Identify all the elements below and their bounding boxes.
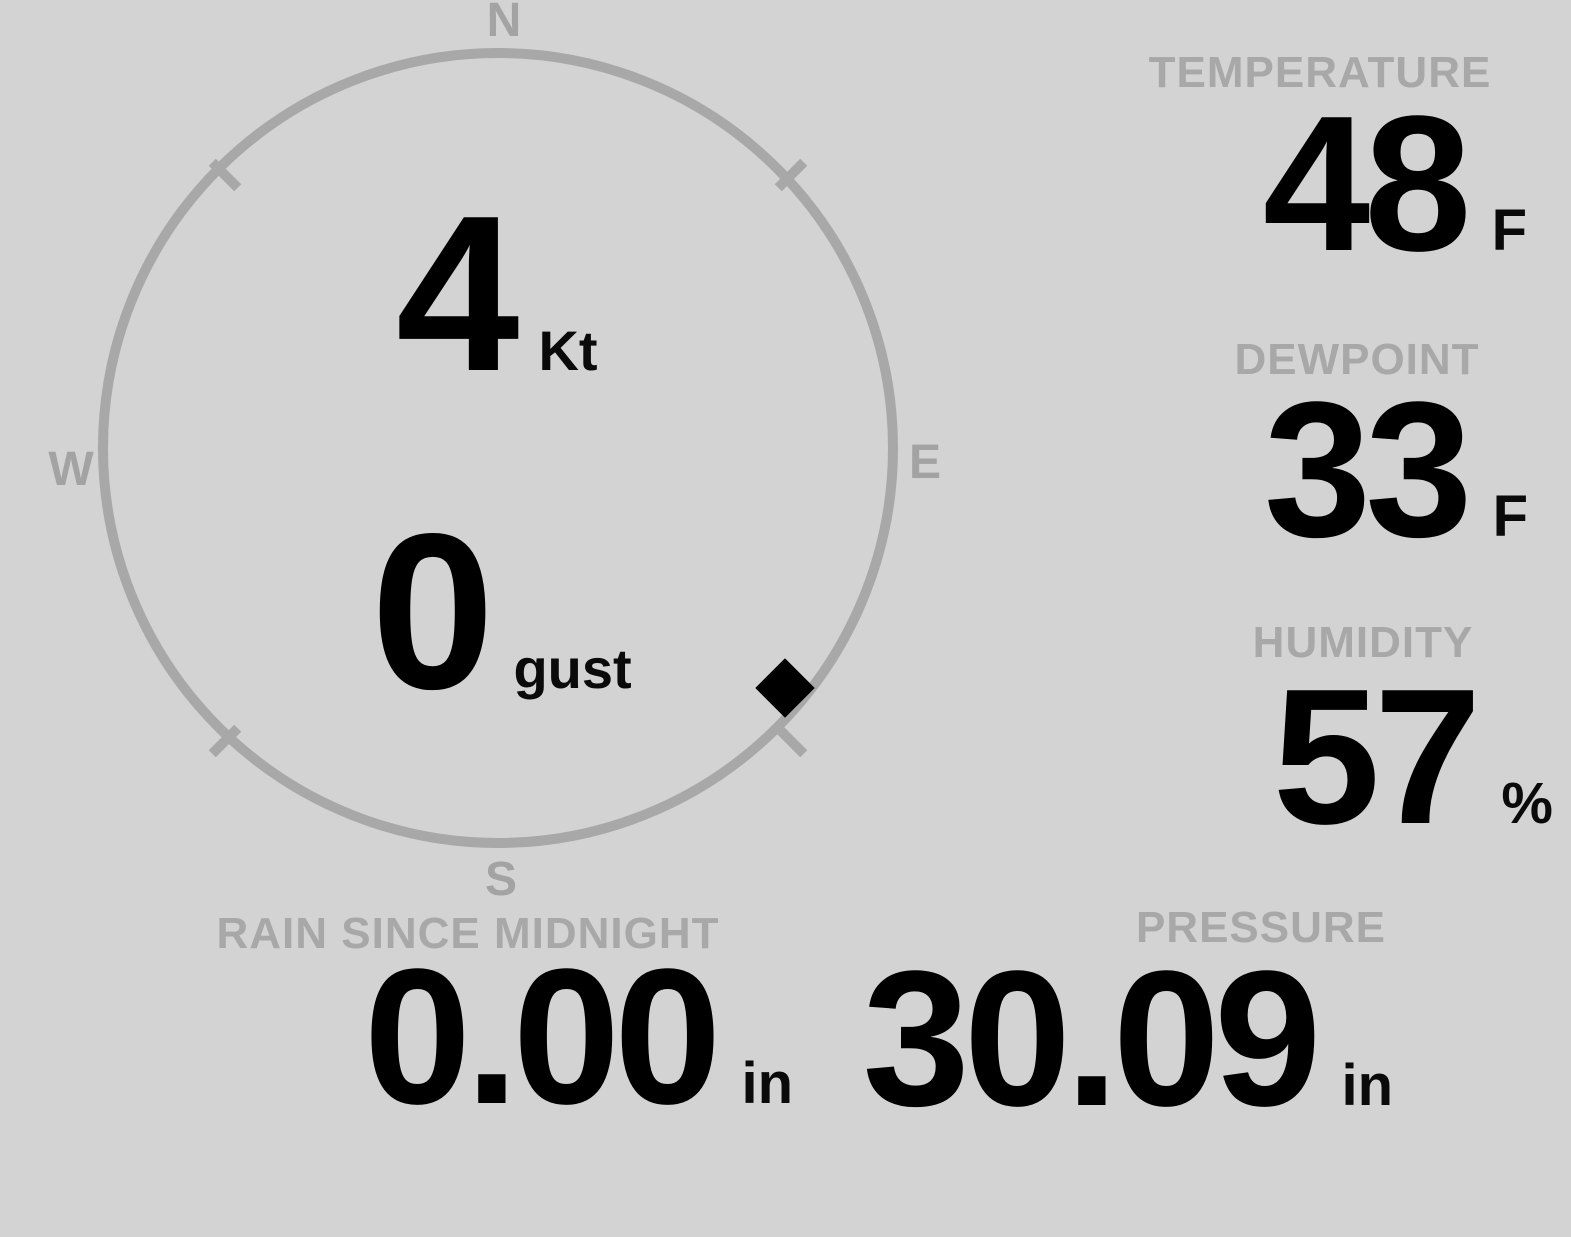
wind-speed-unit: Kt bbox=[538, 319, 598, 382]
rain-value: 0.00 bbox=[363, 928, 722, 1144]
cardinal-label-south: S bbox=[484, 853, 518, 906]
rain-unit: in bbox=[741, 1051, 793, 1116]
wind-compass-ring bbox=[98, 48, 898, 848]
compass-tick-se-icon bbox=[774, 724, 808, 758]
wind-speed-value: 4 bbox=[396, 170, 519, 418]
temperature-label: TEMPERATURE bbox=[1148, 48, 1492, 97]
wind-gust-readout: 0 gust bbox=[371, 501, 632, 723]
compass-tick-ne-icon bbox=[774, 158, 808, 192]
wind-gust-value: 0 bbox=[371, 488, 494, 736]
rain-label: RAIN SINCE MIDNIGHT bbox=[216, 909, 720, 958]
pressure-unit: in bbox=[1341, 1053, 1393, 1118]
temperature-readout: 48 F bbox=[1263, 87, 1527, 280]
wind-gust-unit: gust bbox=[513, 637, 632, 700]
dewpoint-readout: 33 F bbox=[1264, 373, 1528, 566]
pressure-label: PRESSURE bbox=[1135, 903, 1387, 952]
cardinal-label-east: E bbox=[908, 436, 942, 489]
rain-readout: 0.00 in bbox=[364, 940, 793, 1133]
humidity-unit: % bbox=[1501, 771, 1553, 836]
wind-speed-readout: 4 Kt bbox=[396, 183, 598, 405]
pressure-readout: 30.09 in bbox=[862, 942, 1393, 1135]
cardinal-label-west: W bbox=[48, 443, 94, 496]
dewpoint-unit: F bbox=[1492, 484, 1528, 549]
compass-tick-nw-icon bbox=[208, 158, 242, 192]
temperature-unit: F bbox=[1491, 198, 1527, 263]
humidity-readout: 57 % bbox=[1273, 660, 1553, 853]
humidity-label: HUMIDITY bbox=[1252, 618, 1474, 667]
compass-tick-sw-icon bbox=[208, 724, 242, 758]
dewpoint-label: DEWPOINT bbox=[1234, 335, 1480, 384]
dewpoint-value: 33 bbox=[1263, 361, 1473, 577]
humidity-value: 57 bbox=[1272, 648, 1482, 864]
wind-direction-marker-diamond-icon bbox=[754, 658, 815, 719]
cardinal-label-north: N bbox=[486, 0, 522, 47]
temperature-value: 48 bbox=[1262, 75, 1472, 291]
pressure-value: 30.09 bbox=[862, 930, 1321, 1146]
